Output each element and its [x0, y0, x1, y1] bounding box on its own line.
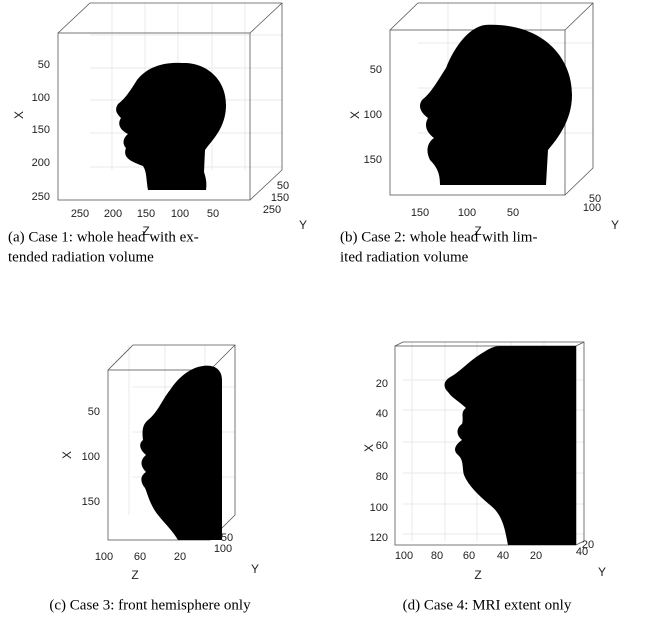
x-axis-label: X — [348, 111, 362, 119]
z-tick-label: 250 — [71, 208, 89, 220]
x-axis-label: X — [12, 111, 26, 119]
y-tick-label: 40 — [576, 546, 588, 558]
x-tick-label: 80 — [376, 471, 388, 483]
x-tick-label: 120 — [370, 532, 388, 544]
x-tick-label: 100 — [82, 451, 100, 463]
box-edge — [249, 2, 283, 34]
x-tick-label: 250 — [32, 191, 50, 203]
z-tick-label: 150 — [411, 207, 429, 219]
z-tick-label: 40 — [497, 550, 509, 562]
box-front — [57, 32, 251, 201]
z-axis-label: Z — [131, 568, 138, 582]
box-edge — [564, 2, 594, 31]
z-tick-label: 100 — [95, 551, 113, 563]
caption: ited radiation volume — [340, 249, 469, 265]
x-tick-label: 100 — [364, 109, 382, 121]
z-axis-label: Z — [142, 224, 149, 238]
head-d — [444, 346, 576, 545]
x-tick-label: 150 — [82, 496, 100, 508]
x-tick-label: 150 — [364, 154, 382, 166]
head-silhouettes — [116, 24, 576, 545]
z-tick-label: 100 — [395, 550, 413, 562]
caption: (a) Case 1: whole head with ex- — [8, 229, 199, 245]
y-tick-label: 150 — [271, 192, 289, 204]
y-axis-label: Y — [611, 218, 619, 232]
y-tick-label: 250 — [263, 204, 281, 216]
z-tick-label: 100 — [458, 207, 476, 219]
y-axis-label: Y — [598, 565, 606, 579]
x-axis-label: X — [60, 451, 74, 459]
z-axis-label: Z — [474, 224, 481, 238]
y-tick-label: 100 — [214, 543, 232, 555]
y-tick-label: 100 — [583, 202, 601, 214]
z-tick-label: 80 — [431, 550, 443, 562]
x-tick-label: 100 — [370, 502, 388, 514]
z-tick-label: 60 — [463, 550, 475, 562]
caption: (b) Case 2: whole head with lim- — [340, 229, 537, 245]
z-axis-label: Z — [474, 568, 481, 582]
x-tick-label: 40 — [376, 408, 388, 420]
x-tick-label: 50 — [38, 59, 50, 71]
z-tick-label: 50 — [207, 208, 219, 220]
x-tick-label: 50 — [88, 406, 100, 418]
z-tick-label: 100 — [171, 208, 189, 220]
caption: tended radiation volume — [8, 249, 154, 265]
z-tick-label: 60 — [134, 551, 146, 563]
y-tick-label: 50 — [277, 180, 289, 192]
x-tick-label: 150 — [32, 124, 50, 136]
z-tick-label: 150 — [137, 208, 155, 220]
y-axis-label: Y — [299, 218, 307, 232]
x-tick-label: 60 — [376, 440, 388, 452]
head-b — [420, 24, 572, 185]
y-axis-label: Y — [251, 562, 259, 576]
x-tick-label: 50 — [370, 64, 382, 76]
x-tick-label: 20 — [376, 378, 388, 390]
z-tick-label: 200 — [104, 208, 122, 220]
y-tick-label: 20 — [582, 539, 594, 551]
z-tick-label: 20 — [174, 551, 186, 563]
head-a — [116, 62, 226, 190]
x-tick-label: 100 — [32, 92, 50, 104]
y-tick-label: 50 — [589, 193, 601, 205]
head-c — [140, 365, 222, 540]
x-axis-label: X — [362, 444, 376, 452]
z-tick-label: 20 — [530, 550, 542, 562]
caption: (d) Case 4: MRI extent only — [403, 597, 572, 613]
z-tick-label: 50 — [507, 207, 519, 219]
box-edge — [209, 344, 236, 371]
box-edge — [575, 341, 585, 347]
caption: (c) Case 3: front hemisphere only — [49, 597, 251, 613]
y-tick-label: 50 — [221, 532, 233, 544]
x-tick-label: 200 — [32, 157, 50, 169]
